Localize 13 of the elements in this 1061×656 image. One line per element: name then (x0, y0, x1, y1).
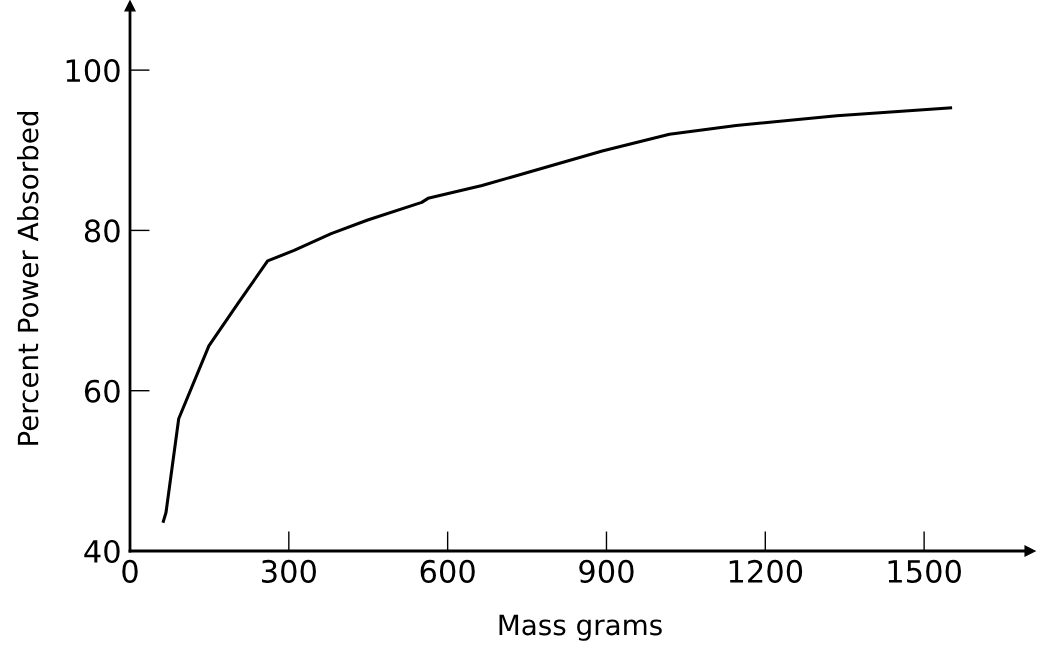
x-tick-label: 600 (420, 559, 475, 583)
y-tick-label: 80 (84, 219, 120, 243)
y-tick-label: 100 (66, 59, 120, 83)
y-axis-title: Percent Power Absorbed (17, 112, 39, 445)
x-tick-label: 900 (579, 559, 634, 583)
x-tick-label: 0 (122, 559, 138, 583)
x-tick-label: 1200 (729, 559, 803, 583)
line-series (161, 106, 953, 523)
x-tick-label: 300 (261, 559, 316, 583)
y-tick-label: 60 (84, 379, 120, 403)
x-tick-label: 1500 (888, 559, 961, 583)
y-tick-label: 40 (84, 539, 120, 564)
x-axis-title: Mass grams (499, 614, 662, 641)
